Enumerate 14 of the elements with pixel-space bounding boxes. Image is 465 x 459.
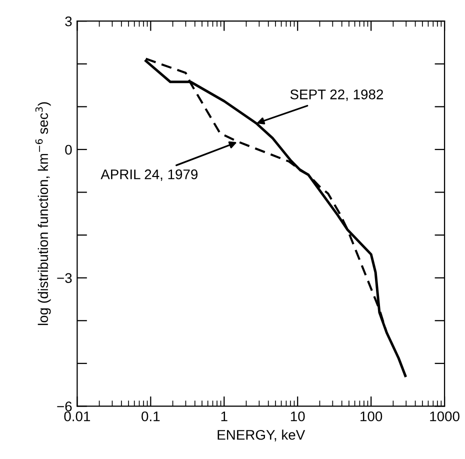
y-axis-title: log (distribution function, km$^{−6}$ sec$^{3}$) xyxy=(35,102,51,326)
x-axis-title: ENERGY, keV xyxy=(218,430,306,442)
y-tick-label: 3 xyxy=(65,16,72,26)
x-tick-label: 0.1 xyxy=(142,411,160,422)
x-tick-label: 0.01 xyxy=(64,411,90,422)
x-tick-label: 1000 xyxy=(430,411,460,422)
annotation: SEPT 22, 1982 xyxy=(290,89,383,101)
x-tick-label: 10 xyxy=(290,411,305,422)
y-tick-label: −6 xyxy=(57,402,72,412)
x-tick-label: 1 xyxy=(221,412,228,422)
annotation: APRIL 24, 1979 xyxy=(100,169,198,181)
y-tick-label: 0 xyxy=(65,144,72,155)
x-tick-label: 100 xyxy=(360,411,382,422)
y-tick-label: −3 xyxy=(57,273,72,284)
